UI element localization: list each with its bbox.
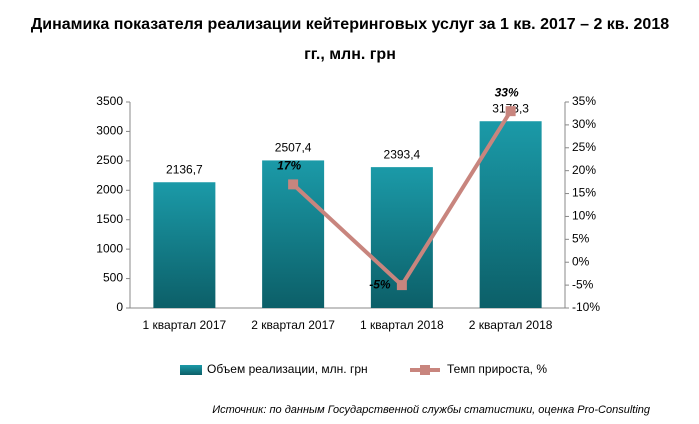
line-value-label: -5% <box>369 277 391 291</box>
y2-tick-label: -5% <box>572 277 594 291</box>
legend-swatch <box>420 365 430 375</box>
y-tick-label: 1000 <box>96 241 123 255</box>
bar-value-label: 2136,7 <box>166 162 203 176</box>
y2-tick-label: 15% <box>572 186 596 200</box>
y2-tick-label: 20% <box>572 163 596 177</box>
x-tick-label: 2 квартал 2017 <box>251 318 335 332</box>
x-tick-label: 2 квартал 2018 <box>469 318 553 332</box>
y-tick-label: 1500 <box>96 212 123 226</box>
y2-tick-label: 0% <box>572 254 590 268</box>
y2-tick-label: 30% <box>572 117 596 131</box>
y2-tick-label: 25% <box>572 140 596 154</box>
line-value-label: 33% <box>495 85 519 99</box>
y-tick-label: 2000 <box>96 182 123 196</box>
chart-title: Динамика показателя реализации кейтеринг… <box>30 16 670 63</box>
y2-tick-label: 35% <box>572 94 596 108</box>
legend-label: Темп прироста, % <box>447 362 547 376</box>
y-tick-label: 2500 <box>96 153 123 167</box>
line-marker <box>396 280 407 291</box>
bar-value-label: 2393,4 <box>384 147 421 161</box>
legend-swatch <box>180 365 202 375</box>
bar <box>479 121 542 308</box>
y-tick-label: 3500 <box>96 94 123 108</box>
legend-label: Объем реализации, млн. грн <box>207 362 368 376</box>
y2-tick-label: 10% <box>572 209 596 223</box>
line-marker <box>505 106 516 117</box>
y-tick-label: 0 <box>116 300 123 314</box>
x-tick-label: 1 квартал 2017 <box>143 318 227 332</box>
y-tick-label: 500 <box>103 271 123 285</box>
y2-tick-label: 5% <box>572 232 590 246</box>
y2-tick-label: -10% <box>572 300 600 314</box>
y-tick-label: 3000 <box>96 124 123 138</box>
bar-value-label: 2507,4 <box>275 141 312 155</box>
source-note: Источник: по данным Государственной служ… <box>212 404 651 416</box>
bar <box>153 182 216 308</box>
line-marker <box>288 179 299 190</box>
line-value-label: 17% <box>277 159 301 173</box>
x-tick-label: 1 квартал 2018 <box>360 318 444 332</box>
